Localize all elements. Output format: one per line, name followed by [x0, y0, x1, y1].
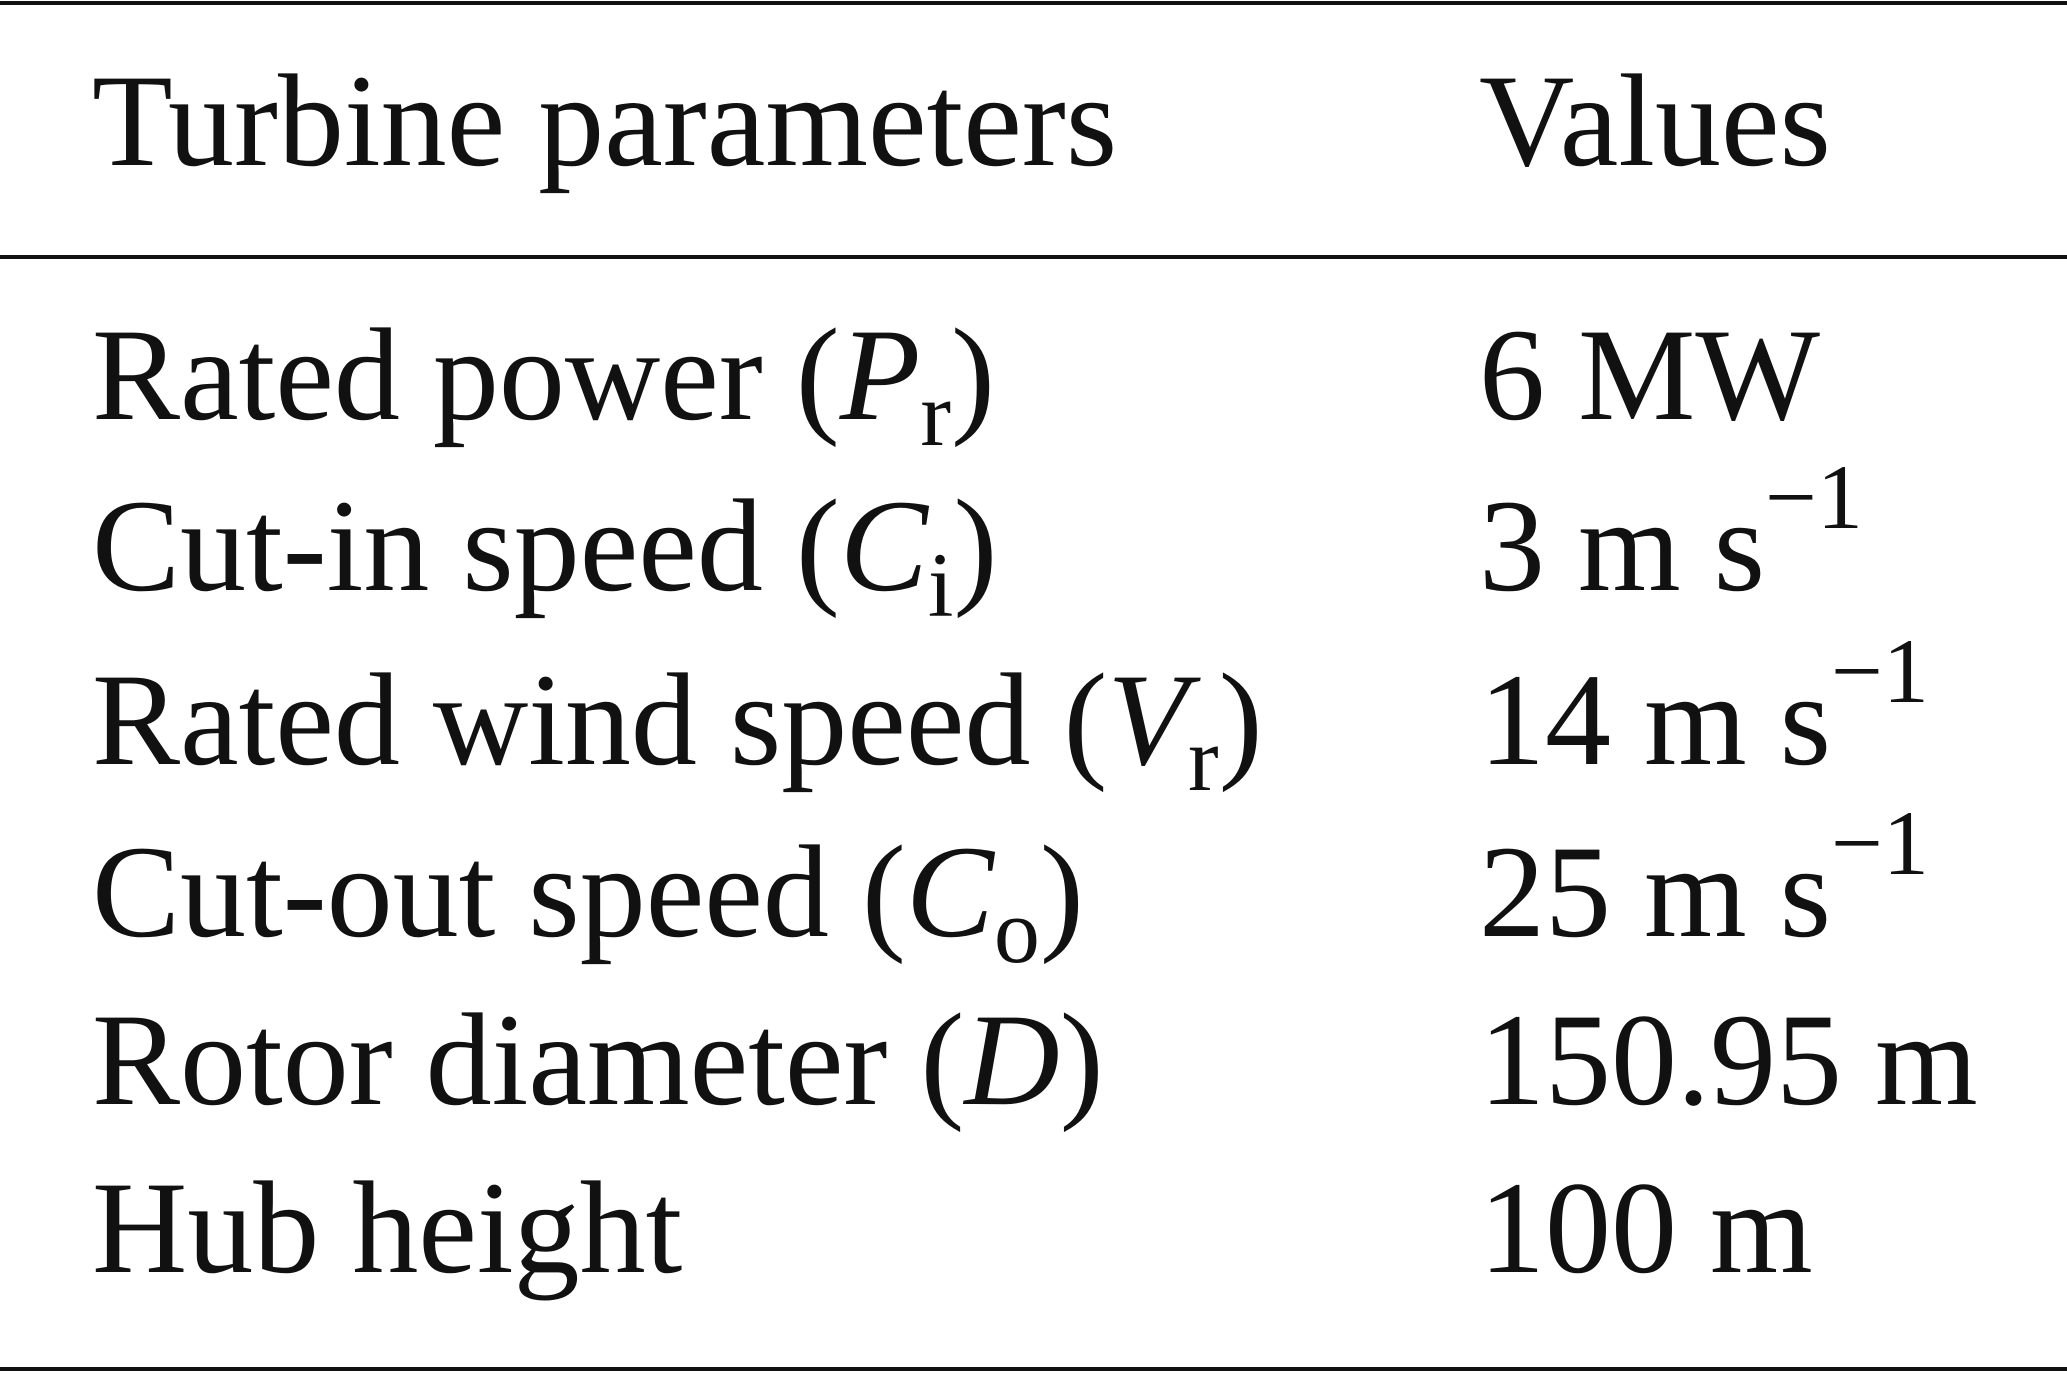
parameter-cell: Hub height: [92, 1154, 682, 1301]
cell-text: Cut-out speed (: [92, 818, 906, 965]
parameter-cell: Rotor diameter (D): [92, 986, 1104, 1133]
parameter-cell: Cut-in speed (Ci): [92, 472, 997, 636]
cell-text: 14 m s: [1479, 646, 1831, 793]
value-cell: 150.95 m: [1479, 986, 1978, 1133]
cell-text: Cut-in speed (: [92, 472, 840, 619]
cell-text: 25 m s: [1479, 818, 1831, 965]
cell-text: 3 m s: [1479, 472, 1765, 619]
header-cell: Values: [1479, 47, 1831, 194]
sub-text: r: [920, 363, 951, 465]
parameter-cell: Cut-out speed (Co): [92, 818, 1084, 982]
cell-text: 6 MW: [1479, 301, 1820, 448]
cell-text: 150.95 m: [1479, 986, 1978, 1133]
sub-text: r: [1188, 708, 1219, 810]
italic-text: D: [962, 986, 1059, 1133]
cell-text: Rotor diameter (: [92, 986, 964, 1133]
value-cell: 25 m s−1: [1479, 792, 1929, 965]
sub-text: i: [928, 534, 954, 636]
value-cell: 3 m s−1: [1479, 446, 1863, 619]
cell-text: Hub height: [92, 1154, 682, 1301]
cell-text: ): [953, 472, 997, 619]
sup-text: −1: [1831, 620, 1929, 722]
value-cell: 6 MW: [1479, 301, 1820, 448]
cell-text: ): [1040, 818, 1084, 965]
sub-text: o: [994, 880, 1040, 982]
cell-text: ): [951, 301, 995, 448]
value-cell: 14 m s−1: [1479, 620, 1929, 793]
value-cell: 100 m: [1479, 1154, 1813, 1301]
cell-text: 100 m: [1479, 1154, 1813, 1301]
cell-text: ): [1219, 646, 1263, 793]
italic-text: P: [839, 301, 921, 448]
cell-text: Rated wind speed (: [92, 646, 1107, 793]
header-cell: Turbine parameters: [92, 47, 1117, 194]
cell-text: Rated power (: [92, 301, 840, 448]
sup-text: −1: [1765, 446, 1863, 548]
parameter-cell: Rated wind speed (Vr): [92, 646, 1263, 810]
cell-text: ): [1060, 986, 1104, 1133]
sup-text: −1: [1831, 792, 1929, 894]
italic-text: V: [1107, 646, 1201, 793]
italic-text: C: [906, 818, 996, 965]
italic-text: C: [840, 472, 930, 619]
parameter-cell: Rated power (Pr): [92, 301, 995, 465]
